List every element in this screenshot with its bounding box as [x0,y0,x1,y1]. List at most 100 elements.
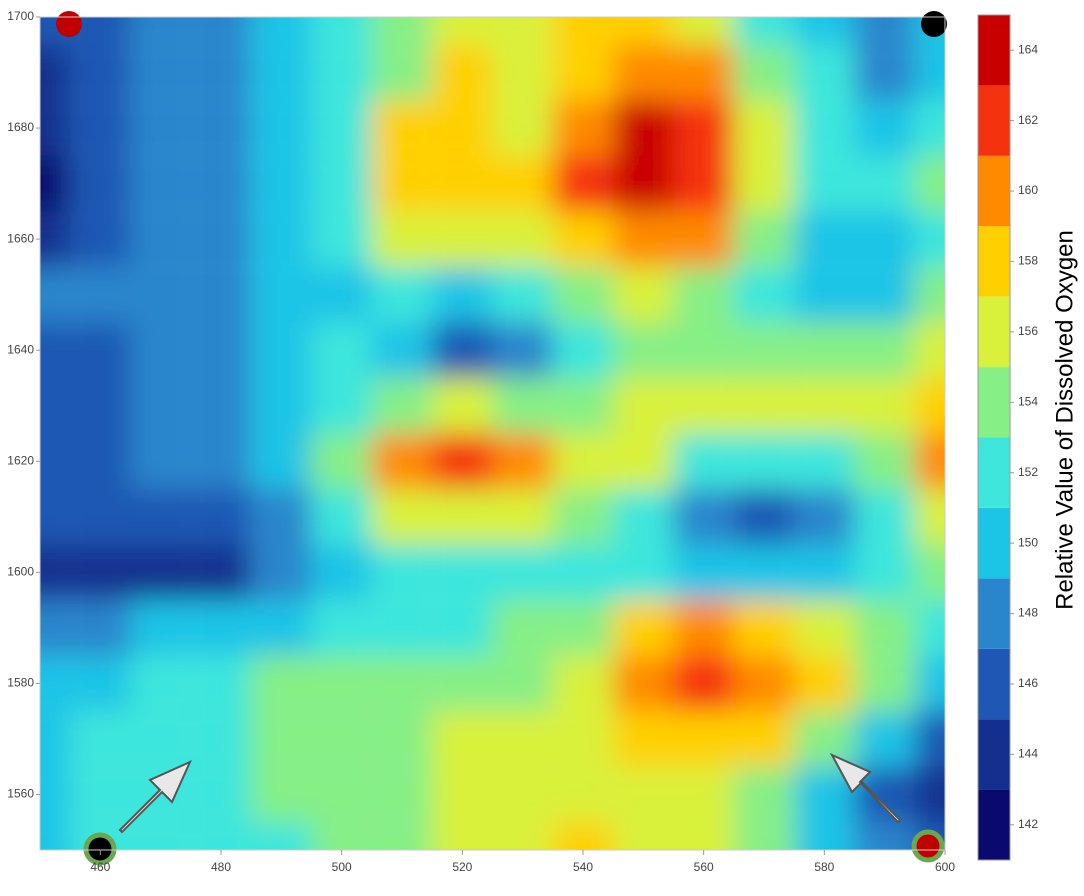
cell [552,433,614,490]
cell [492,266,553,323]
cell [613,100,674,156]
cell [251,489,312,545]
colorbar-tick-label: 152 [1018,465,1038,479]
cell [733,822,795,850]
colorbar-band [978,367,1010,438]
cell [854,377,915,434]
colorbar-tick-label: 150 [1018,535,1038,549]
cell [70,100,131,156]
colorbar: 142 144 146 148 150 152 154 156 158 160 162 164 [977,14,1038,861]
colorbar-tick-label: 142 [1018,817,1038,831]
cell [130,544,191,601]
cell [251,100,312,156]
cell [130,44,191,101]
cell [190,266,252,323]
cell [251,266,312,323]
cell [733,655,795,712]
cell [311,711,372,767]
colorbar-tick-label: 146 [1018,676,1038,690]
cell [130,211,191,267]
cell [914,489,945,545]
cell [552,211,614,267]
y-tick-label: 1700 [7,9,34,23]
cell [251,44,312,101]
cell [733,322,795,378]
cell [854,489,915,545]
cell [251,600,312,656]
cell [130,822,191,850]
cell [492,711,553,767]
colorbar-band [978,648,1010,720]
cell [70,489,131,545]
cell [311,266,372,323]
cell [794,544,855,601]
colorbar-tick-label: 144 [1018,747,1038,761]
cell [794,489,855,545]
cell [733,544,795,601]
cell [432,433,493,490]
cell [854,655,915,712]
cell [40,711,71,767]
cell [794,822,855,850]
cell [552,711,614,767]
cell [794,211,855,267]
cell [251,766,312,823]
cell [371,211,433,267]
cell [492,489,553,545]
cell [673,44,734,101]
cell [613,766,674,823]
colorbar-tick-label: 160 [1018,183,1038,197]
cell [613,655,674,712]
cell [733,44,795,101]
cell [854,600,915,656]
cell [613,711,674,767]
cell [251,711,312,767]
cell [673,211,734,267]
cell [552,44,614,101]
cell [432,155,493,212]
cell [492,17,553,45]
cell [432,822,493,850]
cell [492,377,553,434]
y-tick-label: 1680 [7,120,34,134]
y-tick-label: 1600 [7,565,34,579]
cell [311,822,372,850]
cell [40,100,71,156]
cell [432,266,493,323]
cell [40,822,71,850]
cell [251,322,312,378]
cell [673,711,734,767]
y-tick-label: 1640 [7,342,34,356]
cell [70,211,131,267]
cell [130,489,191,545]
cell [130,155,191,212]
cell [492,766,553,823]
cell [190,155,252,212]
cell [914,100,945,156]
cell [70,766,131,823]
cell [371,600,433,656]
cell [371,489,433,545]
cell [190,211,252,267]
cell [311,489,372,545]
colorbar-band [978,155,1010,227]
colorbar-tick-label: 162 [1018,113,1038,127]
cell [733,489,795,545]
cell [432,711,493,767]
cell [613,211,674,267]
cell [733,766,795,823]
cell [432,655,493,712]
cell [130,322,191,378]
x-tick-label: 480 [211,860,231,874]
cell [311,100,372,156]
cell [130,433,191,490]
cell [251,17,312,45]
cell [914,266,945,323]
cell [40,377,71,434]
cell [733,100,795,156]
cell [733,155,795,212]
colorbar-title: Relative Value of Dissolved Oxygen [1051,230,1078,610]
cell [190,544,252,601]
cell [130,711,191,767]
x-tick-label: 560 [694,860,714,874]
